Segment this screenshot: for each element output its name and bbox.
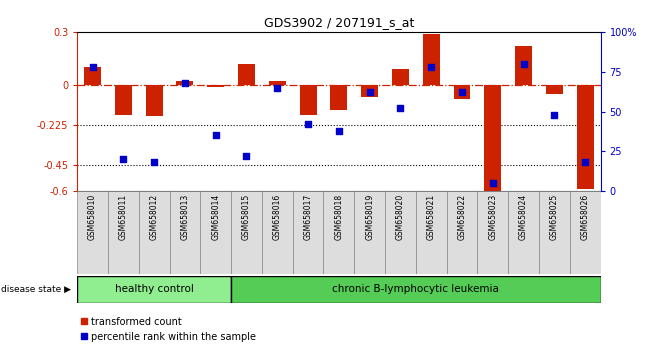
Text: healthy control: healthy control	[115, 284, 193, 295]
Bar	[447, 191, 477, 274]
Point	[272, 85, 282, 91]
Text: GSM658018: GSM658018	[334, 194, 344, 240]
Bar	[539, 191, 570, 274]
Bar	[477, 191, 508, 274]
Text: GSM658017: GSM658017	[303, 194, 313, 240]
Point	[180, 80, 191, 86]
Bar	[570, 191, 601, 274]
Text: chronic B-lymphocytic leukemia: chronic B-lymphocytic leukemia	[332, 284, 499, 295]
Bar	[354, 191, 385, 274]
Text: GSM658019: GSM658019	[365, 194, 374, 240]
Point	[87, 64, 98, 70]
Bar	[201, 191, 231, 274]
Bar	[77, 276, 231, 303]
Point	[303, 121, 313, 127]
Bar	[576, 85, 594, 189]
Point	[549, 112, 560, 118]
Bar	[385, 191, 416, 274]
Bar	[207, 85, 224, 87]
Bar	[269, 81, 286, 85]
Text: GSM658016: GSM658016	[273, 194, 282, 240]
Text: GSM658012: GSM658012	[150, 194, 158, 240]
Point	[457, 90, 468, 95]
Text: GSM658023: GSM658023	[488, 194, 497, 240]
Bar	[139, 191, 170, 274]
Text: GSM658015: GSM658015	[242, 194, 251, 240]
Text: GSM658025: GSM658025	[550, 194, 559, 240]
Bar	[323, 191, 354, 274]
Text: GSM658026: GSM658026	[580, 194, 590, 240]
Point	[426, 64, 437, 70]
Bar	[108, 191, 139, 274]
Point	[580, 160, 590, 165]
Bar	[176, 81, 193, 85]
Bar	[416, 191, 447, 274]
Bar	[170, 191, 201, 274]
Text: GSM658024: GSM658024	[519, 194, 528, 240]
Text: GSM658013: GSM658013	[180, 194, 189, 240]
Title: GDS3902 / 207191_s_at: GDS3902 / 207191_s_at	[264, 16, 414, 29]
Bar	[330, 85, 348, 110]
Bar	[546, 85, 563, 94]
Point	[487, 181, 498, 186]
Text: GSM658022: GSM658022	[458, 194, 466, 240]
Bar	[508, 191, 539, 274]
Point	[333, 128, 344, 133]
Bar	[115, 85, 132, 115]
Bar	[293, 191, 323, 274]
Point	[241, 153, 252, 159]
Bar	[231, 276, 601, 303]
Bar	[146, 85, 162, 116]
Legend: transformed count, percentile rank within the sample: transformed count, percentile rank withi…	[76, 313, 260, 346]
Bar	[361, 85, 378, 97]
Text: GSM658014: GSM658014	[211, 194, 220, 240]
Text: GSM658011: GSM658011	[119, 194, 128, 240]
Text: disease state ▶: disease state ▶	[1, 285, 71, 294]
Bar	[77, 191, 108, 274]
Bar	[84, 67, 101, 85]
Point	[395, 105, 406, 111]
Text: GSM658021: GSM658021	[427, 194, 435, 240]
Text: GSM658020: GSM658020	[396, 194, 405, 240]
Bar	[484, 85, 501, 191]
Bar	[515, 46, 532, 85]
Text: GSM658010: GSM658010	[88, 194, 97, 240]
Point	[210, 133, 221, 138]
Bar	[262, 191, 293, 274]
Bar	[392, 69, 409, 85]
Point	[118, 156, 129, 162]
Point	[364, 90, 375, 95]
Bar	[454, 85, 470, 99]
Point	[518, 61, 529, 67]
Bar	[423, 34, 440, 85]
Bar	[238, 64, 255, 85]
Bar	[299, 85, 317, 115]
Point	[149, 160, 160, 165]
Bar	[231, 191, 262, 274]
